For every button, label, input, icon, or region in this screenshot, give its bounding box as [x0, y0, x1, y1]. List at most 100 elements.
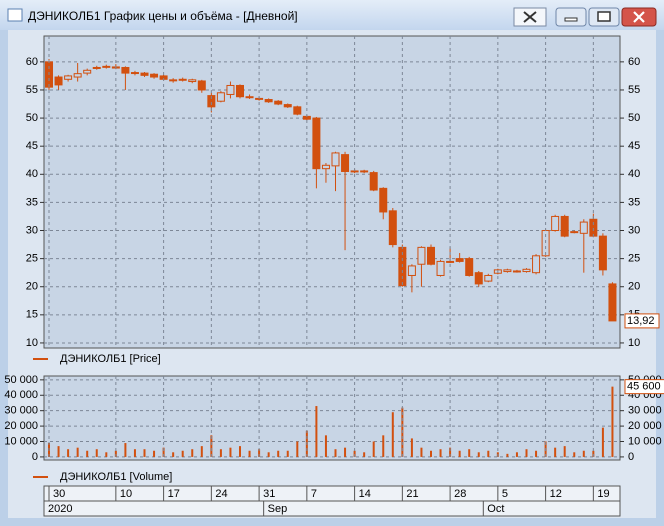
- y-tick-label: 20: [26, 281, 38, 293]
- volume-bar: [200, 446, 203, 457]
- y-tick-label: 25: [628, 253, 640, 265]
- y-tick-label: 45: [628, 140, 640, 152]
- volume-bar: [582, 450, 585, 457]
- candle-body: [331, 152, 340, 167]
- volume-bar: [153, 450, 156, 457]
- candle-body: [188, 79, 197, 83]
- y-tick-label: 35: [26, 196, 38, 208]
- candle-body: [484, 274, 493, 282]
- candle-body: [64, 75, 73, 80]
- y-tick-label: 55: [26, 84, 38, 96]
- y-tick-label: 40 000: [4, 389, 38, 401]
- volume-bar: [410, 438, 413, 457]
- volume-bar: [382, 435, 385, 457]
- volume-bar: [248, 450, 251, 457]
- candle-body: [360, 170, 369, 173]
- candle-body: [169, 79, 178, 82]
- minimize-button[interactable]: [555, 7, 587, 27]
- candle-body: [197, 80, 206, 91]
- title-bar: [0, 0, 664, 30]
- y-tick-label: 50: [26, 112, 38, 124]
- last-value-box: [624, 313, 660, 329]
- candle-body: [427, 246, 435, 265]
- candle-body: [150, 73, 159, 78]
- candle-body: [436, 260, 445, 276]
- candle-body: [54, 76, 63, 86]
- volume-bar: [296, 441, 299, 457]
- candle-body: [503, 269, 512, 273]
- y-tick-label: 10 000: [628, 435, 662, 447]
- candle-body: [207, 95, 216, 108]
- volume-bar: [114, 450, 117, 457]
- volume-bar: [76, 447, 79, 457]
- y-tick-label: 35: [628, 196, 640, 208]
- candle-body: [551, 215, 560, 232]
- volume-bar: [515, 452, 518, 457]
- volume-bar: [124, 443, 127, 457]
- volume-bar: [172, 452, 175, 457]
- volume-bar: [181, 450, 184, 457]
- y-tick-label: 50: [628, 112, 640, 124]
- candle-body: [465, 258, 474, 276]
- candle-body: [579, 221, 588, 234]
- minimize-icon: [564, 17, 578, 22]
- volume-bar: [191, 449, 194, 457]
- volume-bar: [267, 452, 270, 457]
- x-tick-label: 24: [215, 488, 227, 500]
- candle-body: [608, 283, 617, 322]
- volume-bar: [554, 447, 557, 457]
- y-tick-label: 50 000: [4, 374, 38, 386]
- volume-bar: [258, 449, 261, 457]
- x-tick-label: 17: [168, 488, 180, 500]
- volume-bar: [334, 449, 337, 457]
- volume-bar: [143, 449, 146, 457]
- candle-body: [283, 104, 292, 108]
- volume-bar: [353, 450, 356, 457]
- candle-body: [245, 96, 254, 99]
- candle-body: [560, 215, 569, 237]
- volume-bar: [372, 441, 375, 457]
- volume-bar: [324, 435, 327, 457]
- candle-body: [589, 218, 598, 237]
- y-tick-label: 25: [26, 253, 38, 265]
- x-tick-label: 10: [120, 488, 132, 500]
- volume-bar: [363, 452, 366, 457]
- close-icon: [633, 11, 645, 23]
- candle-body: [341, 154, 350, 172]
- y-tick-label: 0: [32, 451, 38, 463]
- volume-bar: [105, 452, 108, 457]
- volume-bar: [592, 450, 595, 457]
- candle-body: [388, 210, 397, 246]
- volume-bar: [229, 447, 232, 457]
- volume-bar: [430, 450, 432, 457]
- period-label: 2020: [48, 503, 72, 515]
- candle-body: [350, 170, 359, 173]
- candle-body: [407, 265, 416, 276]
- period-label: Oct: [487, 503, 504, 515]
- volume-bar: [468, 449, 471, 457]
- candle-body: [83, 69, 92, 74]
- candle-body: [92, 66, 101, 69]
- y-tick-label: 45: [26, 140, 38, 152]
- x-tick-label: 31: [263, 488, 275, 500]
- candle-body: [312, 117, 321, 170]
- volume-bar: [601, 427, 604, 457]
- candle-body: [532, 255, 541, 274]
- x-tick-label: 14: [359, 488, 371, 500]
- y-tick-label: 30: [628, 224, 640, 236]
- candle-body: [178, 78, 187, 81]
- y-tick-label: 20 000: [4, 420, 38, 432]
- y-tick-label: 40: [26, 168, 38, 180]
- volume-bar: [420, 447, 423, 457]
- candle-body: [293, 106, 302, 115]
- y-tick-label: 55: [628, 84, 640, 96]
- candle-body: [474, 272, 483, 285]
- x-tick-label: 28: [454, 488, 466, 500]
- candle-body: [598, 235, 607, 271]
- volume-bar: [477, 452, 480, 457]
- volume-bar: [611, 386, 614, 457]
- candle-body: [140, 72, 149, 76]
- candle-body: [73, 73, 82, 78]
